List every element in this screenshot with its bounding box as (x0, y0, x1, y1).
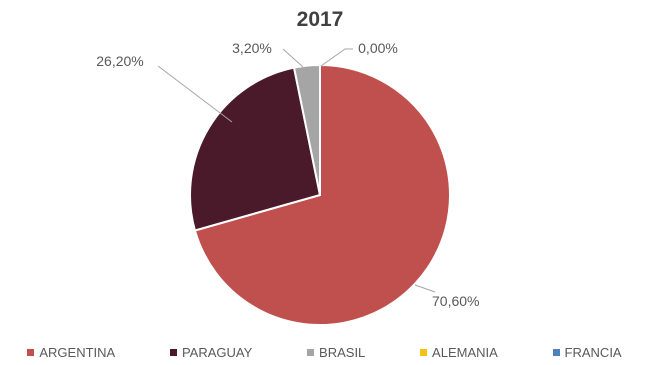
data-label-paraguay: 26,20% (96, 53, 143, 69)
legend-swatch (169, 348, 177, 356)
legend-swatch (552, 348, 560, 356)
slice-brasil (292, 63, 321, 196)
legend-swatch (420, 348, 428, 356)
legend-label: ALEMANIA (432, 344, 498, 360)
legend-item-argentina: ARGENTINA (27, 345, 115, 360)
data-label-argentina: 70,60% (432, 293, 479, 309)
leader-line-brasil (282, 48, 304, 68)
data-labels: 70,60% 26,20% 3,20% 0,00% (96, 40, 479, 309)
legend: ARGENTINA PARAGUAY BRASIL ALEMANIA FRANCIA (0, 342, 649, 362)
leader-line-paraguay (157, 65, 233, 123)
legend-swatch (307, 348, 315, 356)
legend-item-paraguay: PARAGUAY (169, 344, 253, 360)
data-label-alemania: 0,00% (358, 40, 398, 56)
chart-title: 2017 (297, 8, 344, 31)
legend-label: BRASIL (319, 344, 366, 360)
legend-item-brasil: BRASIL (307, 345, 365, 360)
slice-paraguay (189, 66, 322, 232)
pie-slices (189, 63, 451, 326)
leader-line-argentina (414, 284, 436, 293)
legend-item-alemania: ALEMANIA (420, 345, 498, 360)
leader-line-alemania (320, 48, 353, 67)
legend-label: FRANCIA (564, 344, 622, 360)
slice-argentina (193, 63, 451, 326)
legend-label: ARGENTINA (39, 344, 116, 360)
legend-swatch (27, 348, 35, 356)
legend-label: PARAGUAY (181, 344, 253, 360)
legend-item-francia: FRANCIA (552, 344, 622, 360)
data-label-brasil: 3,20% (232, 40, 272, 56)
